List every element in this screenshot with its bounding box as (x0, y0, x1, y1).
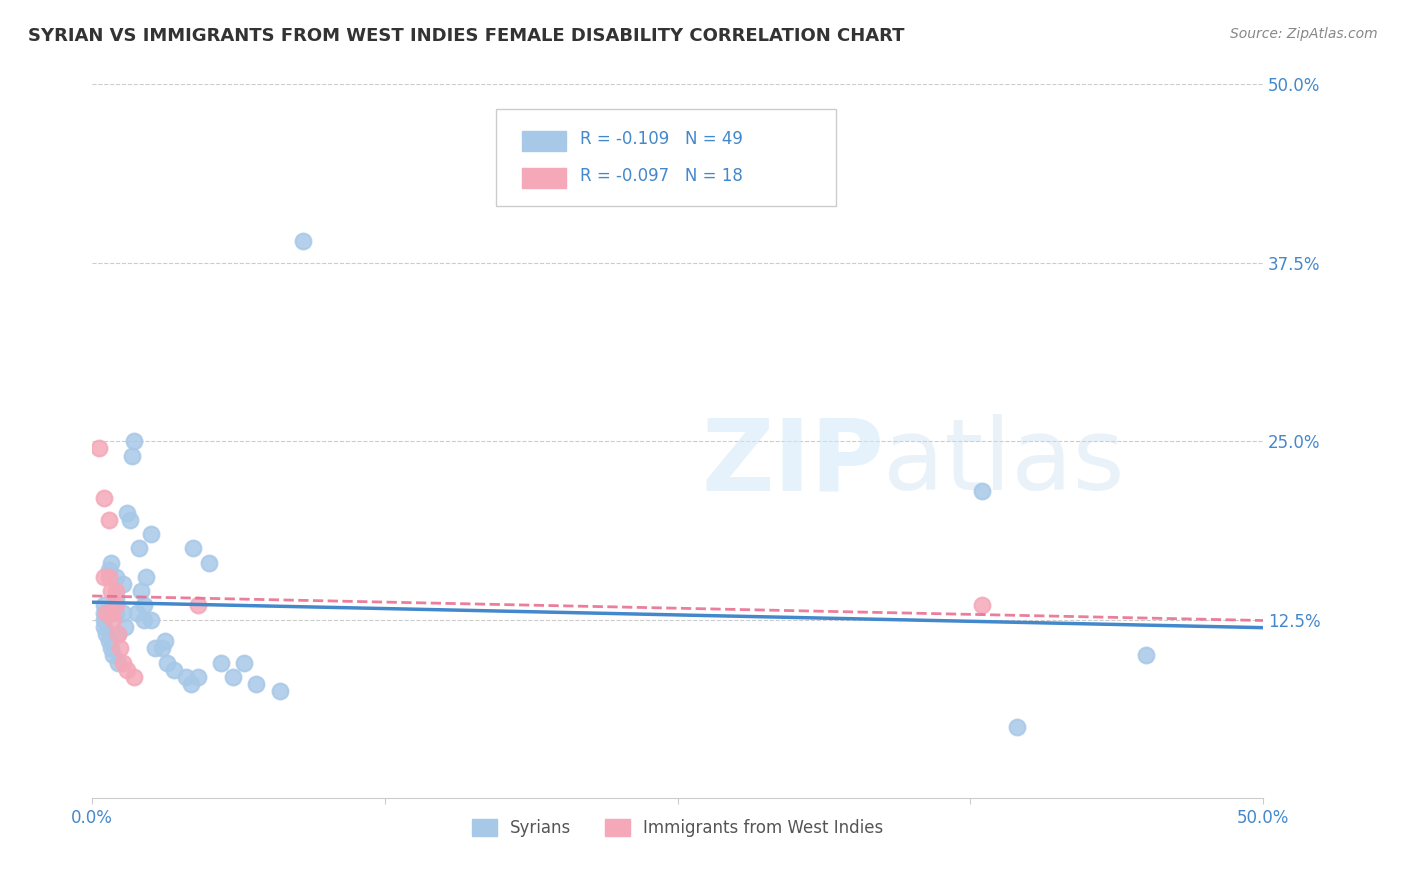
Point (128, 541, 150, 556)
Point (118, 513, 141, 527)
Point (93, 491, 115, 506)
Point (104, 599, 127, 613)
Point (117, 663, 139, 677)
Point (93, 620, 115, 634)
Point (111, 656, 134, 670)
Point (100, 556, 122, 570)
Point (972, 599, 994, 613)
Point (156, 656, 179, 670)
Point (111, 606, 134, 620)
Point (107, 656, 129, 670)
Point (97, 513, 120, 527)
Point (100, 641, 122, 656)
Point (972, 484, 994, 499)
Text: SYRIAN VS IMMIGRANTS FROM WEST INDIES FEMALE DISABILITY CORRELATION CHART: SYRIAN VS IMMIGRANTS FROM WEST INDIES FE… (28, 27, 904, 45)
FancyBboxPatch shape (496, 110, 835, 206)
Point (269, 684, 291, 698)
Point (93, 606, 115, 620)
Point (174, 670, 197, 684)
Point (131, 584, 153, 599)
Point (153, 634, 176, 648)
Point (163, 663, 186, 677)
Point (1135, 648, 1157, 663)
Text: R = -0.109   N = 49: R = -0.109 N = 49 (581, 130, 744, 148)
Point (100, 584, 122, 599)
Point (222, 670, 245, 684)
Point (187, 670, 209, 684)
Text: atlas: atlas (883, 414, 1125, 511)
Point (93, 613, 115, 627)
Point (110, 641, 132, 656)
Point (139, 527, 162, 541)
Point (107, 627, 129, 641)
Point (97, 570, 120, 584)
Point (104, 591, 127, 606)
Point (187, 599, 209, 613)
Point (114, 620, 136, 634)
Point (104, 570, 127, 584)
FancyBboxPatch shape (522, 168, 567, 188)
Point (132, 599, 155, 613)
Point (104, 606, 127, 620)
Point (93, 599, 115, 613)
Text: ZIP: ZIP (702, 414, 884, 511)
Point (245, 677, 267, 691)
Point (181, 541, 204, 556)
Point (97, 563, 120, 577)
Point (291, 235, 314, 249)
Point (198, 556, 221, 570)
Point (107, 627, 129, 641)
Point (180, 677, 202, 691)
Point (233, 656, 256, 670)
Point (96, 627, 118, 641)
Point (100, 606, 122, 620)
Point (89, 442, 111, 456)
Text: R = -0.097   N = 18: R = -0.097 N = 18 (581, 167, 744, 185)
Text: Source: ZipAtlas.com: Source: ZipAtlas.com (1230, 27, 1378, 41)
Point (104, 584, 127, 599)
Point (125, 606, 148, 620)
Point (1007, 720, 1029, 734)
Point (139, 613, 162, 627)
Point (93, 570, 115, 584)
Point (111, 577, 134, 591)
FancyBboxPatch shape (522, 131, 567, 151)
Point (209, 656, 232, 670)
Point (121, 449, 143, 463)
Point (145, 641, 167, 656)
Point (135, 570, 157, 584)
Point (96, 606, 118, 620)
Point (97, 634, 120, 648)
Point (152, 641, 174, 656)
Legend: Syrians, Immigrants from West Indies: Syrians, Immigrants from West Indies (465, 812, 890, 843)
Point (103, 613, 125, 627)
Point (132, 613, 155, 627)
Point (124, 670, 146, 684)
Point (103, 648, 125, 663)
Point (124, 434, 146, 449)
Point (117, 506, 139, 520)
